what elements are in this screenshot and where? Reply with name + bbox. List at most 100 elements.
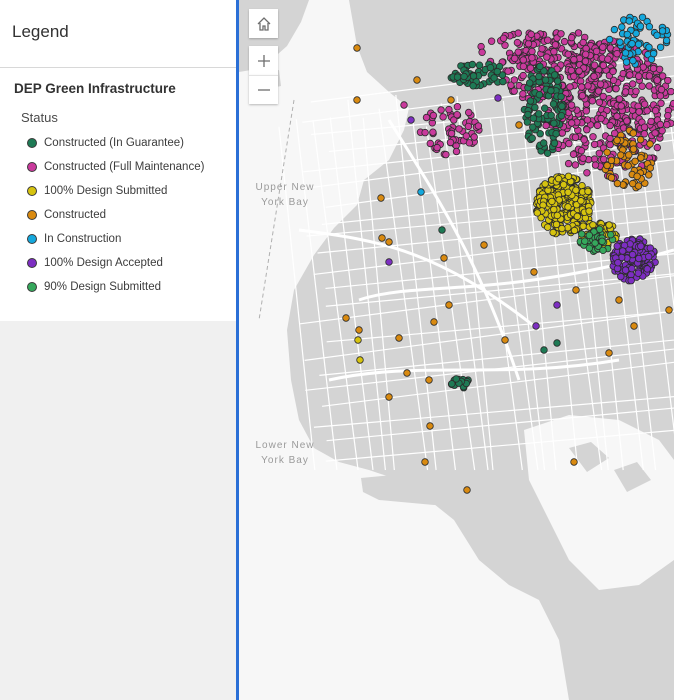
infrastructure-point[interactable] [452, 375, 460, 383]
infrastructure-point[interactable] [645, 82, 653, 90]
infrastructure-point[interactable] [564, 172, 573, 180]
infrastructure-point[interactable] [493, 67, 501, 76]
infrastructure-point[interactable] [607, 230, 615, 239]
infrastructure-point[interactable] [559, 180, 568, 189]
infrastructure-point[interactable] [541, 180, 549, 188]
infrastructure-point[interactable] [585, 231, 593, 239]
infrastructure-point[interactable] [439, 113, 447, 121]
infrastructure-point[interactable] [490, 74, 498, 82]
infrastructure-point[interactable] [462, 132, 470, 140]
infrastructure-point[interactable] [649, 64, 658, 73]
infrastructure-point[interactable] [577, 146, 586, 155]
infrastructure-point[interactable] [613, 112, 621, 120]
infrastructure-point[interactable] [542, 121, 550, 130]
infrastructure-point[interactable] [413, 76, 421, 84]
infrastructure-point[interactable] [356, 356, 364, 364]
infrastructure-point[interactable] [528, 47, 536, 56]
infrastructure-point[interactable] [645, 171, 653, 179]
infrastructure-point[interactable] [657, 99, 665, 107]
infrastructure-point[interactable] [664, 111, 672, 120]
infrastructure-point[interactable] [469, 82, 477, 90]
infrastructure-point[interactable] [519, 90, 527, 98]
infrastructure-point[interactable] [554, 77, 562, 85]
infrastructure-point[interactable] [624, 162, 632, 170]
infrastructure-point[interactable] [453, 102, 462, 111]
infrastructure-point[interactable] [567, 101, 576, 109]
infrastructure-point[interactable] [385, 238, 393, 246]
infrastructure-point[interactable] [564, 159, 573, 168]
infrastructure-point[interactable] [598, 237, 606, 245]
infrastructure-point[interactable] [613, 50, 621, 58]
infrastructure-point[interactable] [551, 71, 559, 79]
infrastructure-point[interactable] [613, 242, 621, 250]
infrastructure-point[interactable] [577, 83, 586, 91]
infrastructure-point[interactable] [638, 13, 647, 21]
infrastructure-point[interactable] [597, 114, 605, 123]
infrastructure-point[interactable] [353, 44, 361, 52]
infrastructure-point[interactable] [531, 103, 539, 112]
infrastructure-point[interactable] [540, 346, 548, 354]
infrastructure-point[interactable] [429, 111, 438, 120]
infrastructure-point[interactable] [631, 157, 639, 165]
infrastructure-point[interactable] [555, 196, 563, 204]
infrastructure-point[interactable] [572, 186, 580, 194]
infrastructure-point[interactable] [669, 99, 674, 108]
infrastructure-point[interactable] [536, 129, 544, 138]
infrastructure-point[interactable] [656, 43, 665, 51]
infrastructure-point[interactable] [637, 154, 645, 162]
infrastructure-point[interactable] [421, 128, 429, 137]
infrastructure-point[interactable] [560, 37, 569, 46]
infrastructure-point[interactable] [613, 136, 621, 144]
infrastructure-point[interactable] [498, 71, 507, 79]
infrastructure-point[interactable] [635, 72, 643, 80]
infrastructure-point[interactable] [425, 376, 433, 384]
infrastructure-point[interactable] [540, 139, 548, 147]
infrastructure-point[interactable] [640, 123, 649, 131]
infrastructure-point[interactable] [572, 286, 580, 294]
infrastructure-point[interactable] [510, 87, 518, 95]
infrastructure-point[interactable] [628, 264, 636, 273]
infrastructure-point[interactable] [450, 116, 458, 124]
infrastructure-point[interactable] [569, 150, 578, 158]
infrastructure-point[interactable] [568, 119, 576, 127]
infrastructure-point[interactable] [595, 98, 604, 106]
infrastructure-point[interactable] [629, 57, 637, 65]
infrastructure-point[interactable] [426, 139, 434, 148]
infrastructure-point[interactable] [504, 67, 512, 75]
infrastructure-point[interactable] [547, 86, 555, 95]
infrastructure-point[interactable] [570, 55, 578, 64]
infrastructure-point[interactable] [645, 23, 654, 31]
panel-splitter[interactable] [236, 0, 239, 700]
infrastructure-point[interactable] [530, 268, 538, 276]
infrastructure-point[interactable] [426, 422, 434, 430]
infrastructure-point[interactable] [538, 45, 546, 53]
infrastructure-point[interactable] [548, 197, 556, 206]
infrastructure-point[interactable] [646, 164, 654, 172]
infrastructure-point[interactable] [637, 242, 645, 250]
infrastructure-point[interactable] [627, 276, 635, 285]
infrastructure-point[interactable] [590, 140, 599, 149]
infrastructure-point[interactable] [609, 76, 618, 84]
infrastructure-point[interactable] [659, 72, 667, 80]
infrastructure-point[interactable] [583, 116, 592, 124]
infrastructure-point[interactable] [422, 113, 431, 122]
infrastructure-point[interactable] [478, 48, 486, 56]
infrastructure-point[interactable] [643, 107, 651, 115]
infrastructure-point[interactable] [527, 30, 535, 38]
infrastructure-point[interactable] [658, 126, 666, 135]
infrastructure-point[interactable] [657, 85, 666, 94]
infrastructure-point[interactable] [592, 47, 601, 55]
infrastructure-point[interactable] [400, 101, 408, 109]
infrastructure-point[interactable] [584, 187, 592, 196]
infrastructure-point[interactable] [630, 322, 638, 330]
infrastructure-point[interactable] [658, 27, 667, 35]
infrastructure-point[interactable] [511, 54, 519, 63]
infrastructure-point[interactable] [656, 120, 665, 129]
home-button[interactable] [249, 9, 278, 38]
infrastructure-point[interactable] [385, 393, 393, 401]
infrastructure-point[interactable] [566, 83, 574, 91]
infrastructure-point[interactable] [596, 80, 605, 88]
zoom-in-button[interactable] [249, 46, 278, 75]
infrastructure-point[interactable] [494, 94, 502, 102]
infrastructure-point[interactable] [656, 92, 665, 100]
